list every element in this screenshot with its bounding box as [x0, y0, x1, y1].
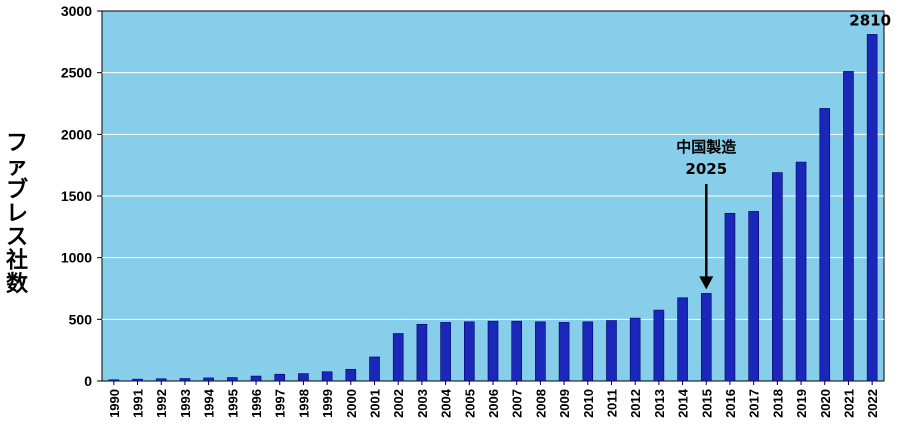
- bar-1996: [250, 375, 262, 382]
- annotation-label: 中国製造: [676, 138, 736, 156]
- bar-2001: [369, 356, 380, 382]
- bar-1990: [108, 379, 120, 382]
- bar-2005: [464, 321, 475, 382]
- x-tick-label: 2016: [723, 389, 738, 418]
- x-tick-label: 2012: [628, 389, 643, 418]
- x-tick-label: 2008: [533, 389, 548, 418]
- x-tick-label: 1994: [202, 388, 217, 418]
- bar-2000: [345, 368, 357, 382]
- x-tick-label: 2021: [841, 389, 856, 418]
- y-axis-ticks: 0 500 1000 1500 2000 2500 3000: [61, 3, 102, 389]
- bars: [108, 34, 878, 382]
- bar-1991: [132, 378, 143, 382]
- y-tick-label: 1500: [61, 188, 92, 204]
- bar-1993: [179, 378, 191, 382]
- x-tick-label: 2015: [699, 389, 714, 418]
- bar-2015: [700, 293, 712, 382]
- bar-1999: [321, 371, 333, 382]
- y-axis-label-char: 数: [6, 271, 29, 297]
- bar-2013: [653, 309, 665, 382]
- y-tick-label: 2500: [61, 65, 92, 81]
- bar-2020: [819, 108, 831, 382]
- x-axis-ticks: 1990 1991 1992 1993 1994 1995 1996 1997 1998 1999…: [107, 381, 880, 418]
- x-tick-label: 2013: [652, 389, 667, 418]
- bar-2002: [392, 333, 404, 382]
- bar-2006: [487, 320, 499, 382]
- x-tick-label: 1993: [178, 389, 193, 418]
- y-axis-label-char: ス: [6, 225, 28, 250]
- bar-2009: [558, 322, 570, 382]
- x-tick-label: 1992: [154, 389, 169, 418]
- data-label: 2810: [849, 11, 891, 29]
- x-tick-label: 2007: [510, 389, 525, 418]
- x-tick-label: 1990: [107, 389, 122, 418]
- bar-2018: [772, 172, 783, 382]
- x-tick-label: 1995: [225, 389, 240, 418]
- bar-2016: [724, 212, 736, 382]
- x-tick-label: 2004: [439, 388, 454, 418]
- bar-2022: [866, 34, 878, 382]
- bar-2012: [629, 317, 641, 382]
- y-axis-label-char: 社: [6, 248, 28, 274]
- x-tick-label: 2018: [770, 389, 785, 418]
- x-tick-label: 1991: [131, 389, 146, 418]
- x-tick-label: 1998: [296, 389, 311, 418]
- y-tick-label: 500: [69, 311, 93, 327]
- y-tick-label: 0: [84, 373, 92, 389]
- x-tick-label: 2011: [604, 389, 619, 417]
- annotation-label: 2025: [685, 160, 727, 178]
- x-tick-label: 2001: [368, 389, 383, 418]
- bar-1997: [274, 373, 286, 382]
- y-axis-label-char: フ: [6, 131, 28, 156]
- bar-2011: [606, 320, 617, 382]
- bar-2004: [440, 322, 451, 382]
- x-tick-label: 1996: [249, 389, 264, 418]
- x-tick-label: 2009: [557, 389, 572, 418]
- bar-1992: [155, 378, 167, 382]
- x-tick-label: 2003: [415, 389, 430, 418]
- y-tick-label: 1000: [61, 250, 92, 266]
- y-tick-label: 3000: [61, 3, 92, 19]
- y-axis-label-char: ブ: [6, 177, 28, 203]
- bar-1994: [203, 377, 214, 382]
- annotation-arrow-head: [699, 276, 714, 290]
- bar-2019: [795, 161, 807, 382]
- x-tick-label: 2014: [676, 388, 691, 418]
- x-tick-label: 1999: [320, 389, 335, 418]
- y-axis-label-char: レ: [6, 202, 28, 227]
- bar-2014: [677, 297, 688, 382]
- bar-2008: [535, 321, 546, 382]
- x-tick-label: 2017: [747, 389, 762, 418]
- x-tick-label: 2020: [818, 389, 833, 418]
- x-tick-label: 2010: [581, 389, 596, 418]
- x-tick-label: 1997: [273, 389, 288, 418]
- bar-2017: [748, 211, 759, 382]
- bar-2003: [416, 323, 428, 382]
- x-tick-label: 2005: [462, 389, 477, 418]
- x-tick-label: 2002: [391, 389, 406, 418]
- x-tick-label: 2000: [344, 389, 359, 418]
- bar-1998: [298, 373, 309, 382]
- annotations: 中国製造 2025 2810: [676, 11, 891, 290]
- bar-2010: [582, 321, 594, 382]
- bar-2021: [843, 71, 854, 382]
- y-axis-label-char: ァ: [6, 155, 28, 180]
- x-tick-label: 2019: [794, 389, 809, 418]
- y-tick-label: 2000: [61, 126, 92, 142]
- x-tick-label: 2006: [486, 389, 501, 418]
- bar-1995: [227, 377, 238, 382]
- bar-2007: [511, 320, 522, 382]
- x-tick-label: 2022: [865, 389, 880, 418]
